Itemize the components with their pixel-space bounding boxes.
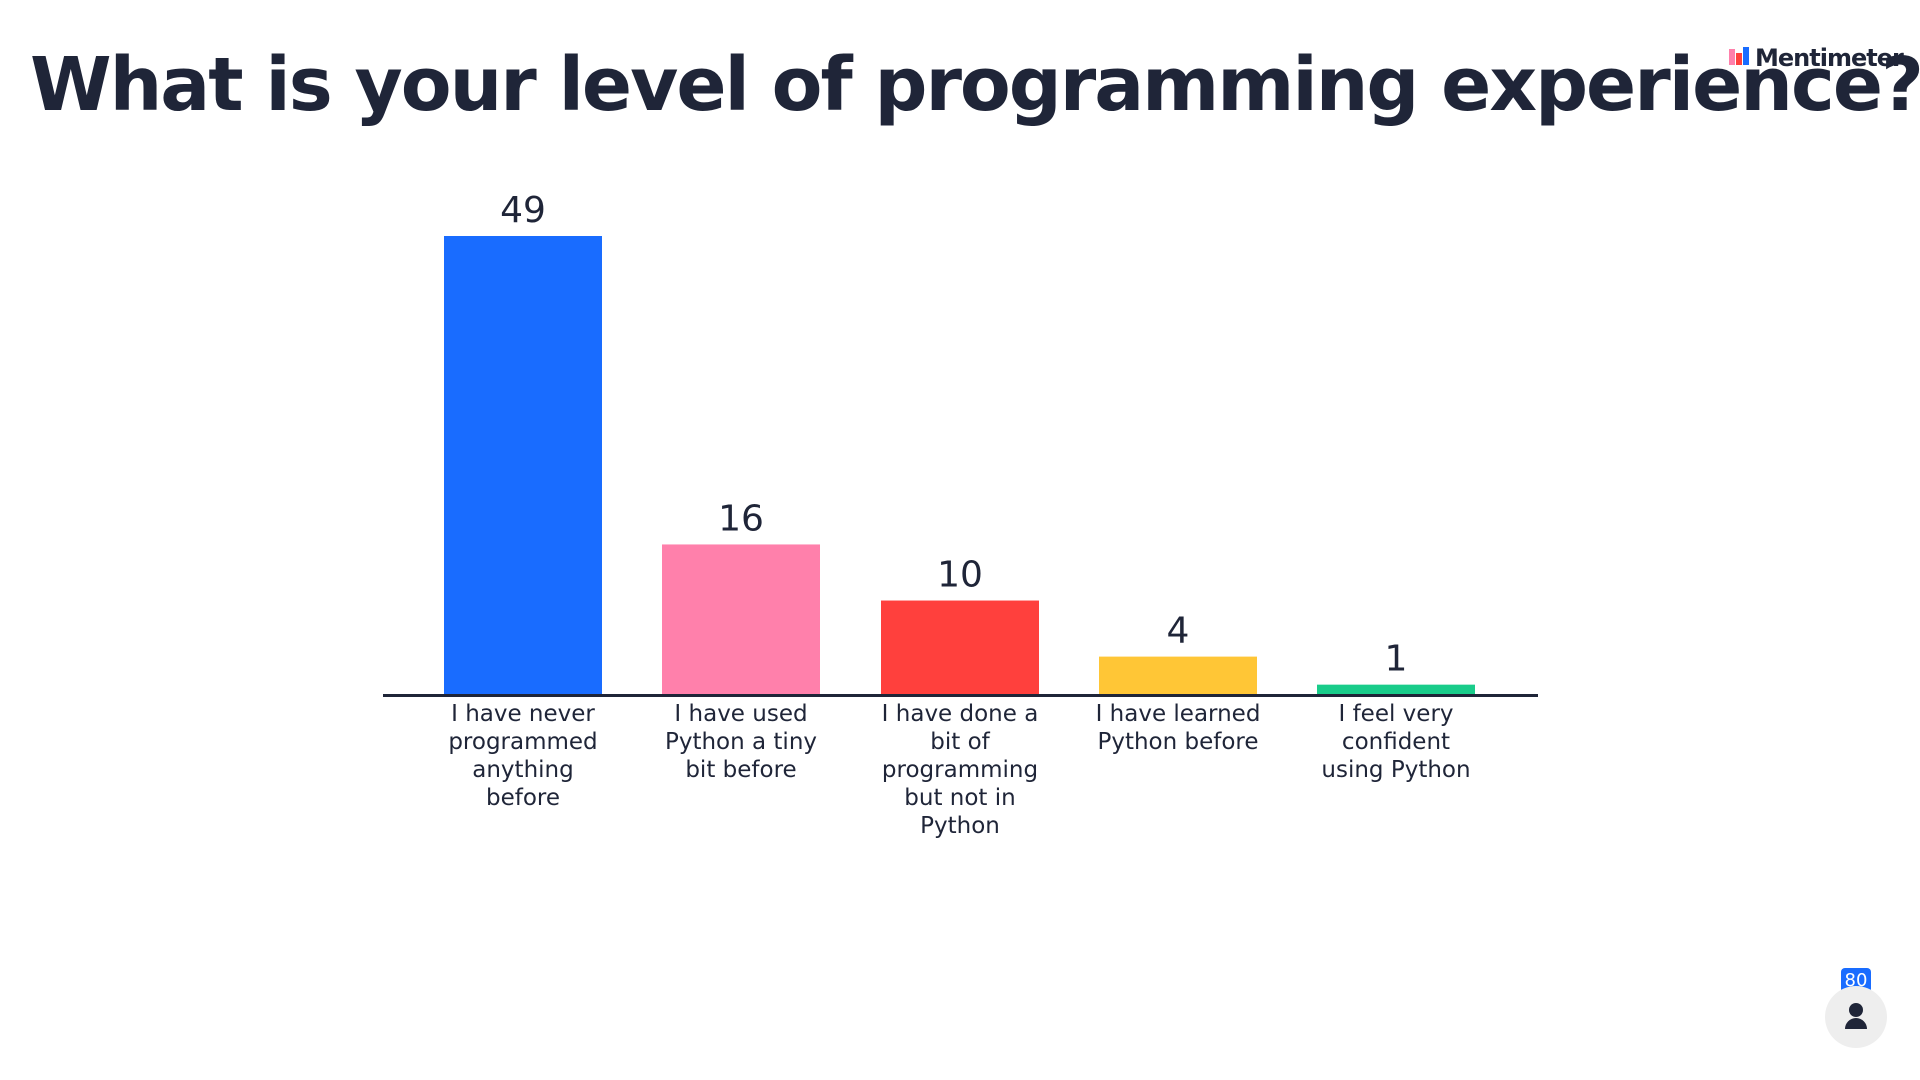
value-label: 1 — [1385, 639, 1408, 680]
bar — [1317, 684, 1475, 694]
logo-bar — [1736, 53, 1742, 65]
bar — [444, 236, 602, 694]
bar — [1099, 656, 1257, 694]
x-tick-label: I feel very confident using Python — [1321, 701, 1471, 783]
logo: Mentimeter — [1729, 44, 1905, 72]
value-label: 10 — [937, 555, 983, 596]
logo-bar — [1729, 49, 1735, 65]
value-label: 49 — [500, 190, 546, 231]
bar — [662, 544, 820, 694]
value-label: 16 — [718, 498, 764, 539]
chart-title: What is your level of programming experi… — [30, 42, 1920, 128]
x-tick-label: I have never programmed anything before — [448, 701, 598, 811]
participants-count: 80 — [1845, 970, 1868, 991]
person-body — [1845, 1018, 1867, 1029]
x-tick-label: I have done a bit of programming but not… — [881, 701, 1039, 839]
x-tick-label: I have learned Python before — [1095, 701, 1261, 755]
logo-bar — [1743, 47, 1749, 65]
bar — [881, 600, 1039, 694]
x-tick-label: I have used Python a tiny bit before — [664, 701, 818, 783]
person-head — [1849, 1003, 1863, 1017]
value-label: 4 — [1167, 611, 1190, 652]
brand: Mentimeter — [1755, 44, 1904, 72]
participants-badge — [1841, 968, 1871, 993]
